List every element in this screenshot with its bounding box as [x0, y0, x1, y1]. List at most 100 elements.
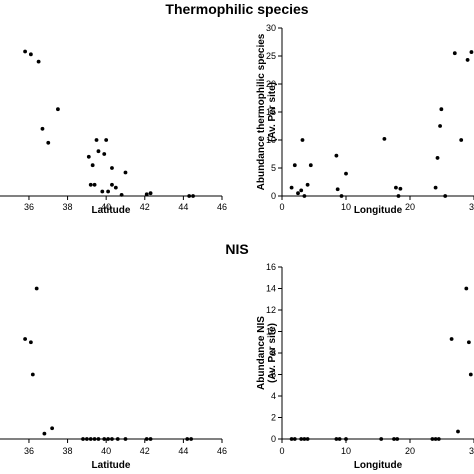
y-tick-label: 2	[271, 413, 276, 423]
data-point-0-11	[104, 138, 109, 142]
data-point-3-9	[392, 437, 396, 441]
data-point-3-17	[466, 340, 471, 345]
y-tick-label: 10	[266, 327, 276, 337]
data-point-3-7	[344, 437, 348, 441]
scatter-plot-1: 0 10 20 30 0 5 10 15 20 25 30 Longitude Abundance th…	[256, 23, 474, 216]
x-tick-label: 44	[178, 202, 188, 212]
data-point-2-10	[96, 437, 101, 441]
data-point-2-1	[28, 340, 33, 345]
x-tick-label: 38	[63, 446, 73, 456]
data-point-3-8	[379, 437, 384, 441]
x-tick-label: 36	[24, 446, 34, 456]
scatter-plot-3: 0 10 20 30 0 2 4 6 8 10 12 14 16 Longitude Abundance N…	[256, 262, 474, 471]
data-point-0-13	[88, 182, 93, 187]
data-point-2-12	[106, 437, 111, 441]
x-tick-label: 42	[140, 446, 150, 456]
data-point-1-6	[305, 182, 310, 187]
data-point-1-14	[396, 194, 401, 198]
x-tick-label: 20	[405, 202, 415, 212]
data-point-0-18	[113, 185, 118, 190]
data-point-2-4	[42, 431, 47, 436]
y-tick-label: 12	[266, 305, 276, 315]
data-point-3-16	[464, 286, 469, 291]
data-point-0-20	[123, 170, 128, 175]
y-tick-label: 8	[271, 348, 276, 358]
data-point-0-9	[94, 138, 99, 142]
data-point-3-1	[292, 437, 297, 441]
x-tick-label: 10	[341, 202, 351, 212]
y-tick-label: 14	[266, 284, 276, 294]
data-point-0-4	[56, 107, 60, 112]
data-point-1-12	[382, 136, 387, 141]
data-point-3-12	[433, 437, 438, 441]
y-tick-label: 5	[271, 163, 276, 173]
x-tick-label: 40	[101, 202, 111, 212]
data-point-1-18	[438, 124, 442, 128]
x-tick-label: 20	[405, 446, 415, 456]
data-point-1-4	[300, 138, 305, 142]
x-axis-label: Latitude	[92, 205, 131, 216]
data-point-3-4	[305, 437, 310, 441]
data-point-1-9	[335, 187, 340, 192]
y-tick-label: 16	[266, 262, 276, 272]
x-axis-label: Longitude	[354, 205, 403, 216]
data-point-1-11	[344, 171, 348, 176]
data-point-2-0	[23, 337, 27, 341]
y-tick-label: 15	[266, 107, 276, 117]
data-point-3-14	[449, 337, 454, 341]
data-point-1-8	[334, 153, 339, 158]
data-point-2-18	[185, 437, 190, 441]
data-point-1-21	[452, 51, 457, 56]
data-point-0-19	[119, 192, 124, 197]
data-point-3-5	[334, 437, 339, 441]
y-tick-label: 30	[266, 23, 276, 33]
section-title-nis: NIS	[225, 241, 248, 257]
data-point-2-9	[92, 437, 97, 441]
data-point-1-19	[439, 107, 444, 112]
data-point-3-2	[299, 437, 304, 441]
data-point-1-0	[289, 185, 294, 190]
data-point-0-16	[106, 189, 111, 194]
scatter-plot-2: 36 38 40 42 44 46 Latitude	[0, 286, 227, 471]
data-point-0-8	[96, 149, 101, 154]
data-point-0-3	[40, 126, 45, 131]
x-tick-label: 30	[469, 202, 474, 212]
x-tick-label: 44	[178, 446, 188, 456]
x-tick-label: 10	[341, 446, 351, 456]
data-point-0-0	[23, 49, 27, 54]
data-point-0-12	[110, 166, 114, 170]
data-point-1-15	[398, 186, 403, 191]
data-point-0-7	[90, 163, 95, 168]
data-point-0-17	[110, 182, 114, 187]
data-point-2-15	[123, 437, 128, 441]
data-point-1-2	[296, 191, 300, 196]
data-point-3-15	[456, 429, 460, 434]
data-point-2-17	[148, 437, 153, 441]
section-title-thermophilic: Thermophilic species	[165, 1, 308, 17]
data-point-3-3	[302, 437, 307, 441]
data-point-1-1	[292, 163, 297, 168]
data-point-0-23	[187, 194, 192, 198]
data-point-2-3	[34, 286, 39, 291]
data-point-1-23	[465, 58, 470, 62]
data-point-2-8	[88, 437, 93, 441]
data-point-3-10	[395, 437, 400, 441]
data-point-1-7	[308, 163, 313, 168]
data-point-3-6	[337, 437, 342, 441]
x-tick-label: 0	[279, 202, 284, 212]
data-point-2-7	[84, 437, 89, 441]
x-tick-label: 38	[63, 202, 73, 212]
data-point-0-21	[144, 192, 149, 197]
x-tick-label: 36	[24, 202, 34, 212]
x-axis-label: Longitude	[354, 460, 403, 471]
data-point-0-22	[148, 191, 153, 196]
y-axis-label: Abundance thermophilic species(Av. Per s…	[256, 33, 278, 190]
data-point-0-5	[46, 140, 51, 145]
x-tick-label: 40	[101, 446, 111, 456]
data-point-1-24	[469, 50, 474, 54]
data-point-0-24	[191, 194, 195, 198]
data-point-2-19	[189, 437, 194, 441]
data-point-1-17	[435, 156, 440, 160]
data-point-3-11	[430, 437, 435, 441]
